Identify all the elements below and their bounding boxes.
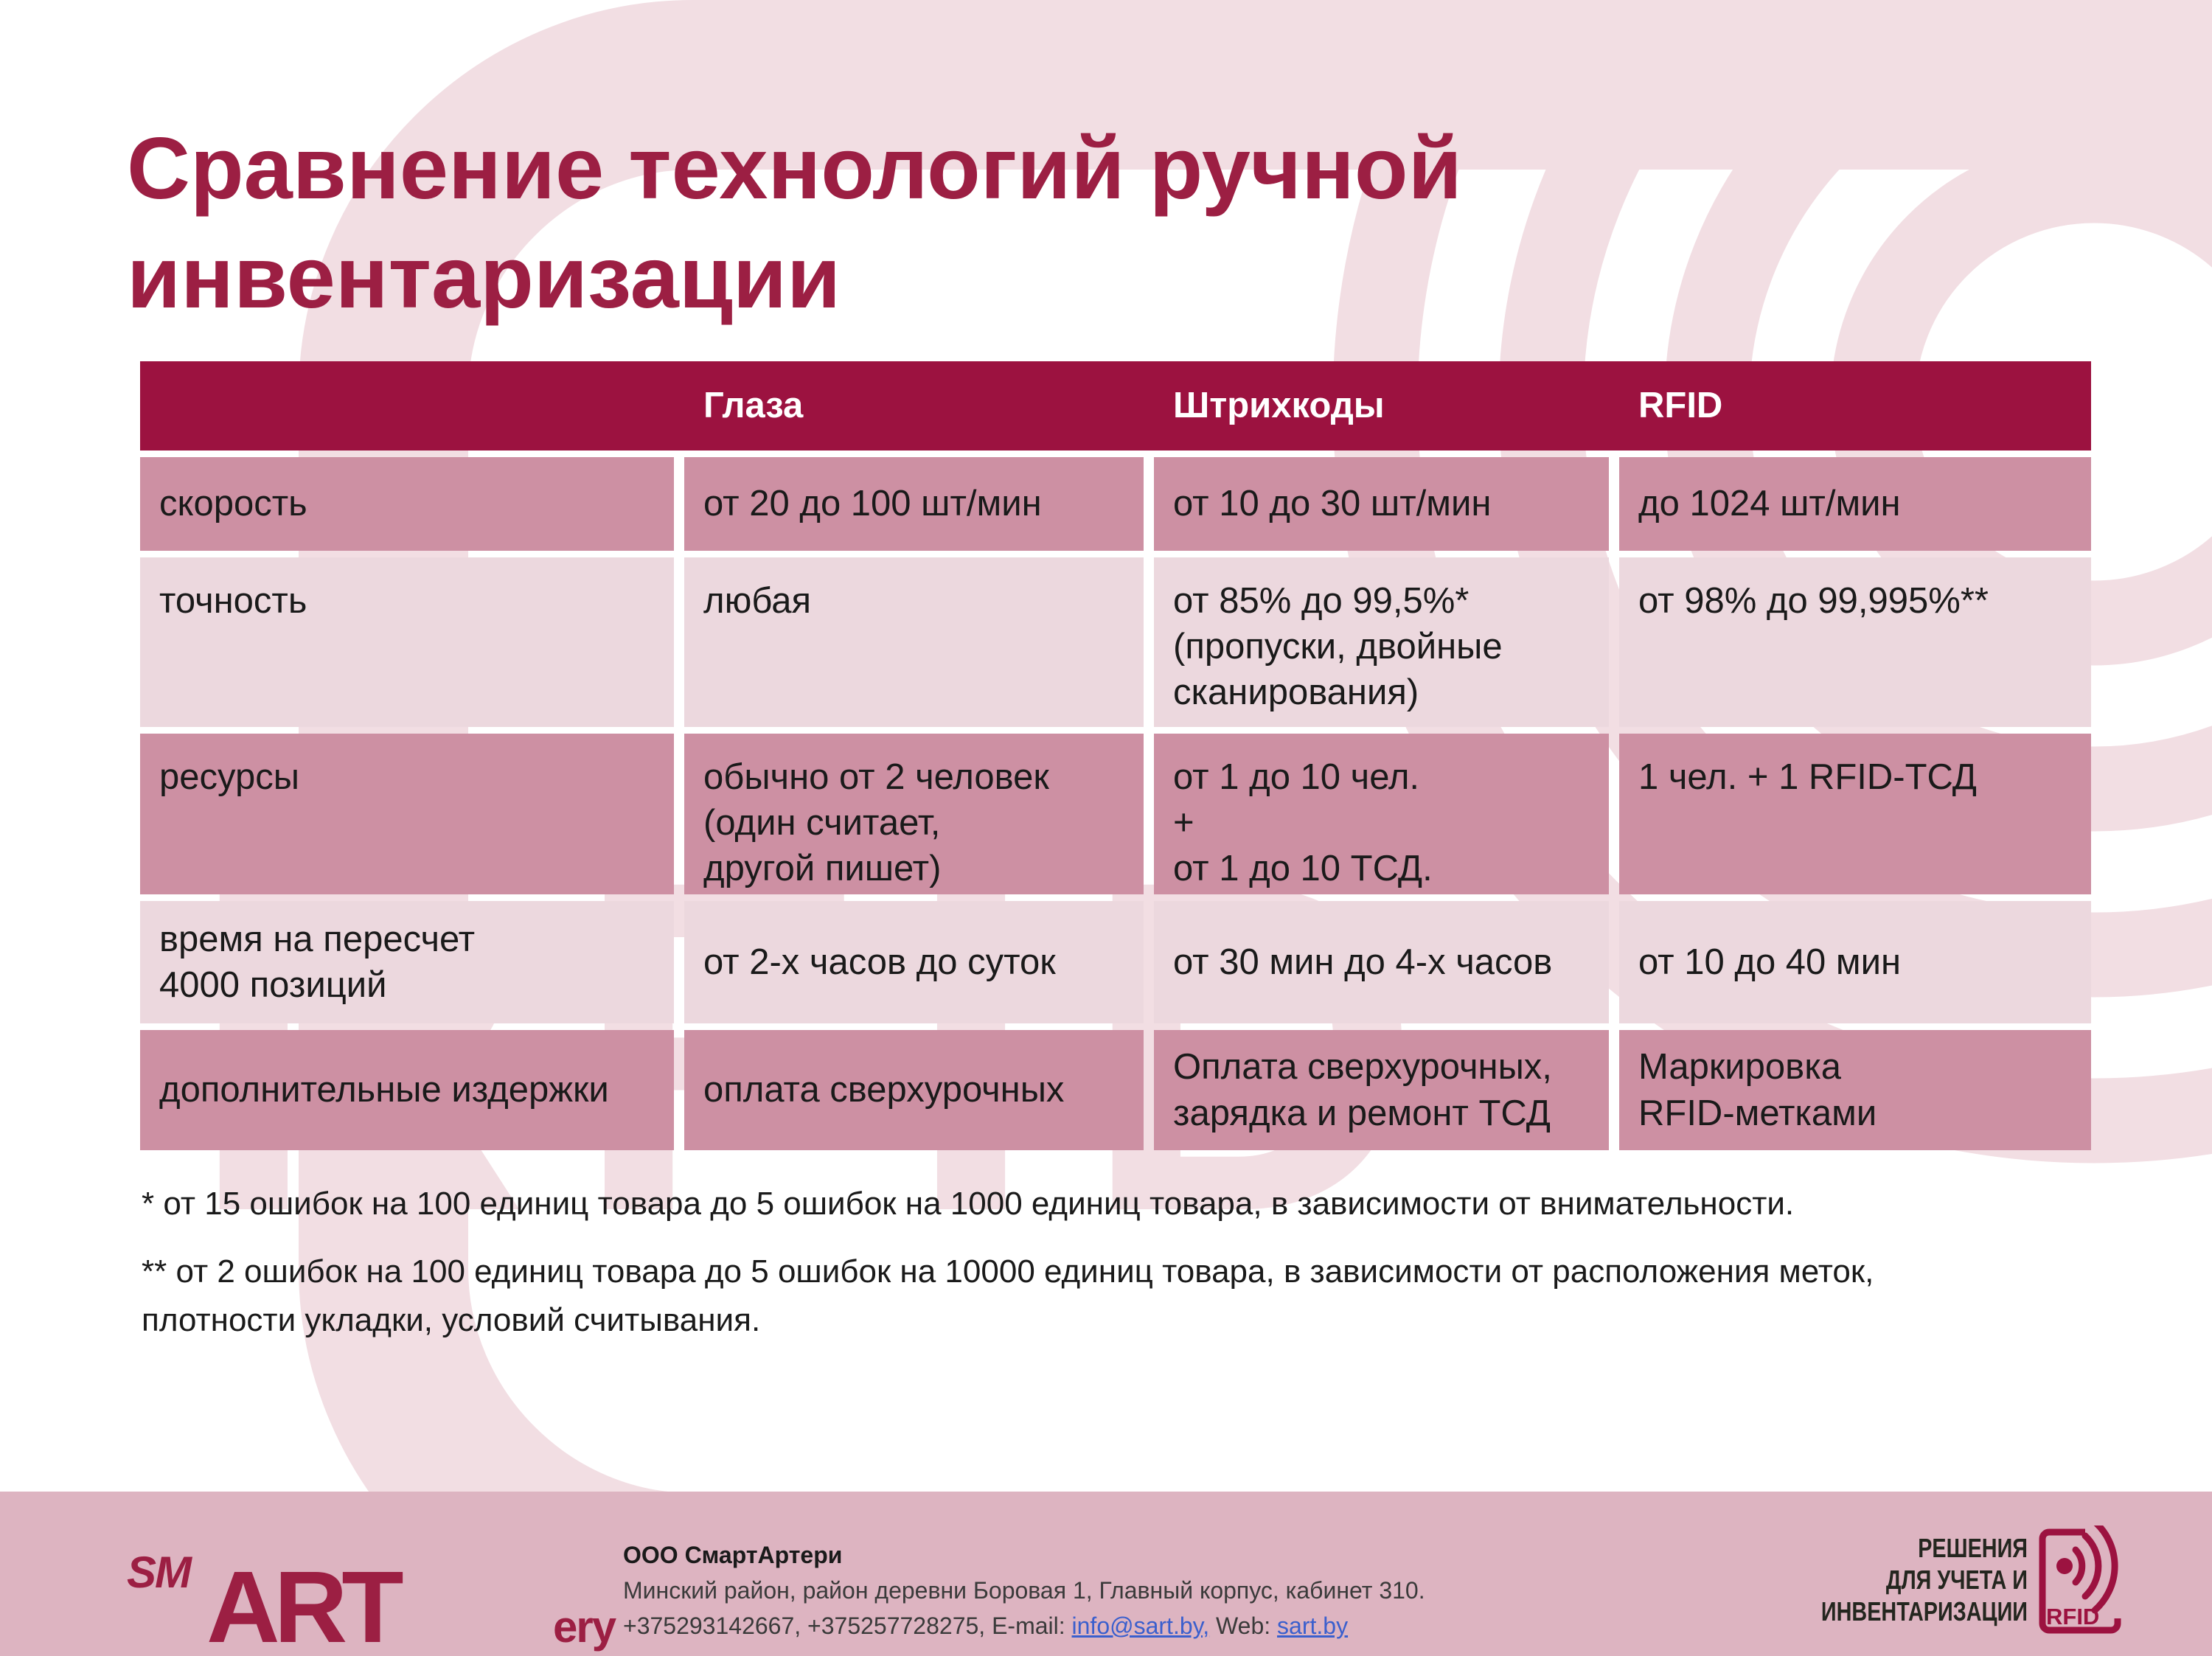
svg-text:SM: SM [127, 1548, 193, 1597]
svg-text:ery: ery [553, 1602, 617, 1652]
svg-text:RFID: RFID [2046, 1604, 2099, 1629]
svg-text:ART: ART [206, 1551, 403, 1652]
